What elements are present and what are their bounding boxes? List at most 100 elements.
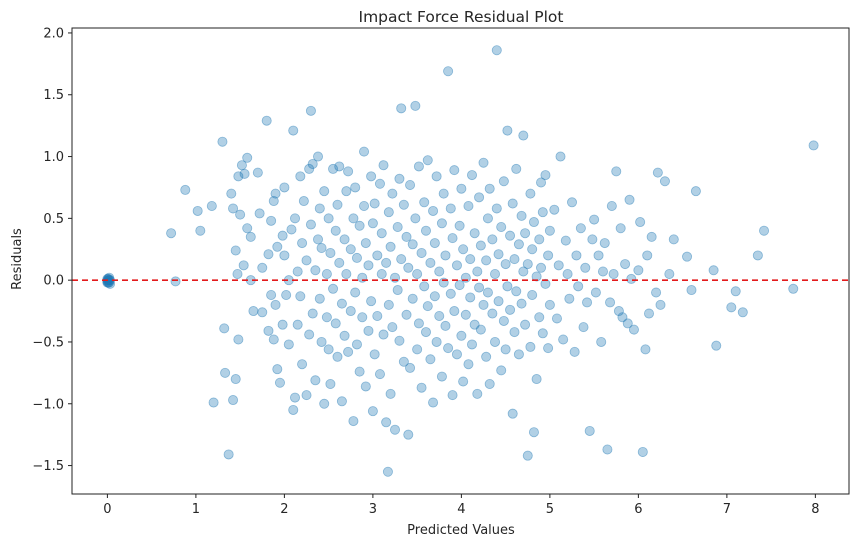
- data-point: [195, 225, 206, 236]
- data-point: [321, 268, 332, 279]
- data-point: [248, 306, 259, 317]
- data-point: [319, 186, 330, 197]
- data-point: [416, 247, 427, 258]
- data-point: [445, 203, 456, 214]
- data-point: [328, 283, 339, 294]
- data-point: [268, 334, 279, 345]
- data-point: [482, 213, 493, 224]
- data-point: [350, 287, 361, 298]
- data-point: [449, 165, 460, 176]
- data-point: [509, 327, 520, 338]
- data-point: [272, 364, 283, 375]
- data-point: [474, 282, 485, 293]
- data-point: [233, 334, 244, 345]
- data-point: [496, 222, 507, 233]
- data-point: [363, 325, 374, 336]
- data-point: [575, 223, 586, 234]
- data-point: [491, 203, 502, 214]
- data-point: [304, 163, 315, 174]
- data-point: [520, 319, 531, 330]
- data-point: [407, 293, 418, 304]
- data-point: [339, 234, 350, 245]
- data-point: [682, 251, 693, 262]
- data-point: [500, 344, 511, 355]
- data-point: [478, 299, 489, 310]
- y-tick-label: 1.5: [43, 88, 64, 103]
- data-point: [272, 241, 283, 252]
- data-point: [398, 199, 409, 210]
- data-point: [323, 213, 334, 224]
- data-point: [443, 66, 454, 77]
- data-point: [366, 171, 377, 182]
- data-point: [602, 444, 613, 455]
- data-point: [617, 312, 628, 323]
- data-point: [367, 218, 378, 229]
- data-point: [599, 238, 610, 249]
- data-point: [484, 183, 495, 194]
- data-point: [686, 285, 697, 296]
- data-point: [290, 392, 301, 403]
- data-point: [465, 254, 476, 265]
- y-tick-label: −0.5: [32, 335, 64, 350]
- y-axis-label: Residuals: [10, 228, 25, 290]
- data-point: [597, 266, 608, 277]
- data-point: [233, 171, 244, 182]
- data-point: [290, 213, 301, 224]
- data-point: [394, 335, 405, 346]
- x-tick-label: 4: [457, 502, 465, 517]
- data-point: [394, 173, 405, 184]
- data-point: [252, 167, 263, 178]
- data-point: [428, 205, 439, 216]
- data-point: [228, 395, 239, 406]
- data-point: [385, 241, 396, 252]
- data-point: [475, 324, 486, 335]
- data-point: [217, 136, 228, 147]
- data-point: [560, 235, 571, 246]
- data-point: [396, 103, 407, 114]
- x-tick-label: 7: [723, 502, 731, 517]
- data-point: [569, 346, 580, 357]
- x-axis-ticks: 0 1 2 3 4 5 6 7 8: [103, 494, 820, 517]
- data-point: [487, 234, 498, 245]
- data-point: [330, 225, 341, 236]
- data-point: [307, 308, 318, 319]
- data-point: [507, 408, 518, 419]
- data-point: [596, 336, 607, 347]
- data-point: [589, 214, 600, 225]
- data-point: [228, 203, 239, 214]
- data-point: [730, 286, 741, 297]
- data-point: [440, 320, 451, 331]
- data-point: [403, 262, 414, 273]
- data-point: [788, 283, 799, 294]
- y-axis-ticks: −1.5 −1.0 −0.5 0.0 0.5 1.0 1.5 2.0: [32, 26, 72, 474]
- data-point: [381, 417, 392, 428]
- data-point: [438, 188, 449, 199]
- x-tick-label: 2: [280, 502, 288, 517]
- data-point: [292, 266, 303, 277]
- data-point: [451, 260, 462, 271]
- data-point: [336, 396, 347, 407]
- data-point: [472, 388, 483, 399]
- data-point: [274, 377, 285, 388]
- data-point: [263, 249, 274, 260]
- data-point: [283, 339, 294, 350]
- data-point: [383, 299, 394, 310]
- data-point: [360, 238, 371, 249]
- data-point: [543, 250, 554, 261]
- data-point: [398, 356, 409, 367]
- y-tick-label: 0.5: [43, 212, 64, 227]
- data-point: [410, 213, 421, 224]
- data-point: [422, 155, 433, 166]
- data-point: [429, 291, 440, 302]
- data-point: [474, 192, 485, 203]
- data-point: [605, 297, 616, 308]
- data-point: [502, 281, 513, 292]
- data-point: [425, 257, 436, 268]
- data-point: [584, 425, 595, 436]
- data-point: [392, 285, 403, 296]
- data-point: [571, 250, 582, 261]
- data-point: [381, 257, 392, 268]
- y-tick-label: 1.0: [43, 150, 64, 165]
- data-point: [458, 244, 469, 255]
- data-point: [372, 311, 383, 322]
